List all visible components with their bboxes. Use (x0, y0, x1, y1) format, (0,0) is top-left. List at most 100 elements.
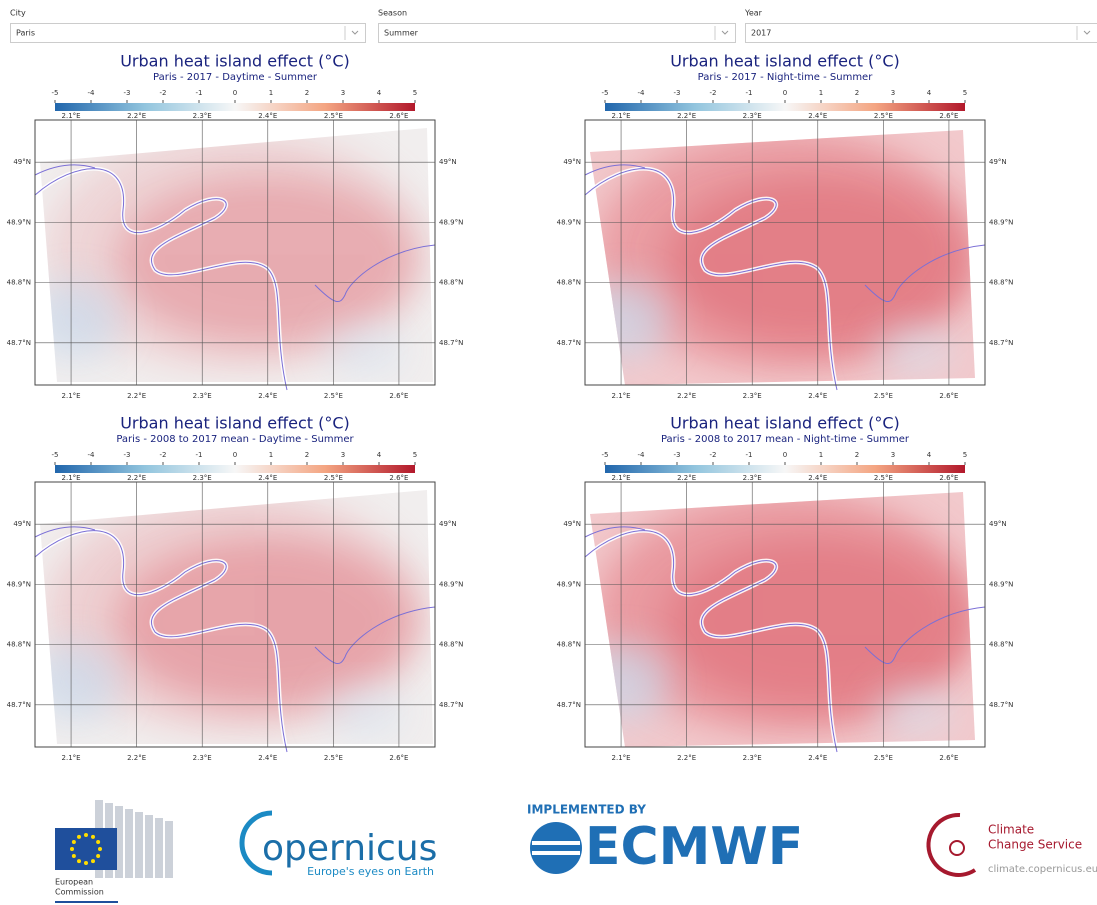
ec-building (125, 809, 133, 878)
colorbar-tick-label: 1 (819, 451, 823, 459)
lat-tick-label: 48.8°N (7, 641, 31, 649)
lat-tick-label: 48.8°N (439, 279, 463, 287)
lon-tick-label: 2.2°E (677, 112, 696, 120)
colorbar (55, 103, 415, 111)
lat-tick-label: 48.9°N (557, 218, 581, 226)
eu-star (96, 854, 100, 858)
lat-tick-label: 48.9°N (439, 580, 463, 588)
eu-star (91, 859, 95, 863)
lat-tick-label: 48.8°N (7, 279, 31, 287)
lat-tick-label: 48.8°N (989, 641, 1013, 649)
lon-tick-label: 2.3°E (193, 392, 212, 400)
ec-text: European (55, 878, 93, 887)
lon-tick-label: 2.4°E (808, 112, 827, 120)
colorbar-tick-label: -4 (638, 89, 646, 97)
lon-tick-label: 2.3°E (743, 474, 762, 482)
colorbar-tick-label: 2 (305, 89, 309, 97)
eu-star (98, 847, 102, 851)
panel-subtitle: Paris - 2008 to 2017 mean - Daytime - Su… (116, 434, 354, 445)
lat-tick-label: 48.9°N (989, 218, 1013, 226)
lon-tick-label: 2.5°E (874, 392, 893, 400)
lon-tick-label: 2.2°E (127, 754, 146, 762)
colorbar-tick-label: -3 (124, 89, 131, 97)
lat-tick-label: 48.7°N (7, 701, 31, 709)
lat-tick-label: 48.9°N (557, 580, 581, 588)
panel-title: Urban heat island effect (°C) (120, 52, 350, 71)
lon-tick-label: 2.2°E (127, 474, 146, 482)
lon-tick-label: 2.1°E (612, 392, 631, 400)
cool-patch (325, 687, 405, 737)
colorbar-tick-label: -4 (638, 451, 646, 459)
select-box[interactable] (11, 24, 366, 43)
eu-star (77, 835, 81, 839)
colorbar-tick-label: 5 (413, 89, 417, 97)
colorbar-tick-label: 5 (963, 451, 967, 459)
colorbar-tick-label: -4 (88, 89, 96, 97)
lon-tick-label: 2.1°E (62, 474, 81, 482)
colorbar-tick-label: 1 (269, 89, 273, 97)
colorbar-tick-label: -3 (674, 451, 681, 459)
lat-tick-label: 48.7°N (439, 339, 463, 347)
lon-tick-label: 2.2°E (127, 392, 146, 400)
panel-subtitle: Paris - 2017 - Night-time - Summer (698, 72, 874, 83)
lon-tick-label: 2.4°E (808, 474, 827, 482)
colorbar-tick-label: 0 (233, 451, 237, 459)
ec-text: Commission (55, 888, 104, 897)
lon-tick-label: 2.5°E (874, 112, 893, 120)
colorbar-tick-label: 5 (413, 451, 417, 459)
lon-tick-label: 2.4°E (258, 474, 277, 482)
lon-tick-label: 2.3°E (193, 112, 212, 120)
lon-tick-label: 2.6°E (389, 474, 408, 482)
screen: CityParisSeasonSummerYear2017Urban heat … (0, 0, 1097, 905)
colorbar-tick-label: -2 (710, 89, 717, 97)
lat-tick-label: 49°N (563, 158, 581, 166)
colorbar (55, 465, 415, 473)
cool-patch (580, 642, 670, 722)
colorbar-tick-label: 4 (927, 89, 932, 97)
lon-tick-label: 2.2°E (677, 474, 696, 482)
control-label: Season (378, 9, 407, 18)
colorbar-tick-label: -5 (52, 89, 59, 97)
lon-tick-label: 2.1°E (612, 754, 631, 762)
cool-patch (30, 280, 120, 360)
lon-tick-label: 2.4°E (258, 392, 277, 400)
lon-tick-label: 2.2°E (127, 112, 146, 120)
select-box[interactable] (379, 24, 736, 43)
cool-patch (325, 325, 405, 375)
colorbar-tick-label: 3 (341, 89, 345, 97)
select-box[interactable] (746, 24, 1097, 43)
select-value: Summer (384, 29, 419, 38)
ec-building (155, 818, 163, 878)
lat-tick-label: 49°N (13, 520, 31, 528)
lat-tick-label: 49°N (989, 520, 1007, 528)
copernicus-tagline: Europe's eyes on Earth (307, 865, 434, 878)
lon-tick-label: 2.1°E (62, 112, 81, 120)
lon-tick-label: 2.5°E (874, 474, 893, 482)
lat-tick-label: 48.7°N (557, 701, 581, 709)
colorbar-tick-label: 1 (819, 89, 823, 97)
lon-tick-label: 2.6°E (389, 392, 408, 400)
lon-tick-label: 2.6°E (389, 754, 408, 762)
lat-tick-label: 48.7°N (989, 701, 1013, 709)
cool-patch (875, 325, 955, 375)
colorbar-tick-label: -1 (746, 451, 753, 459)
lon-tick-label: 2.6°E (939, 392, 958, 400)
cool-patch (875, 687, 955, 737)
eu-star (96, 840, 100, 844)
lon-tick-label: 2.3°E (743, 754, 762, 762)
map (30, 490, 435, 752)
page: {"controls":[{"label":"City","value":"Pa… (0, 0, 1097, 905)
select-value: Paris (16, 29, 35, 38)
eu-star (91, 835, 95, 839)
colorbar-tick-label: -2 (160, 451, 167, 459)
colorbar-tick-label: -4 (88, 451, 96, 459)
lon-tick-label: 2.3°E (743, 112, 762, 120)
colorbar-tick-label: 4 (377, 451, 382, 459)
colorbar-tick-label: 0 (783, 89, 787, 97)
panel-title: Urban heat island effect (°C) (670, 52, 900, 71)
lat-tick-label: 48.7°N (439, 701, 463, 709)
ecmwf-pre: IMPLEMENTED BY (527, 803, 646, 817)
ec-building (145, 815, 153, 878)
lat-tick-label: 48.9°N (989, 580, 1013, 588)
